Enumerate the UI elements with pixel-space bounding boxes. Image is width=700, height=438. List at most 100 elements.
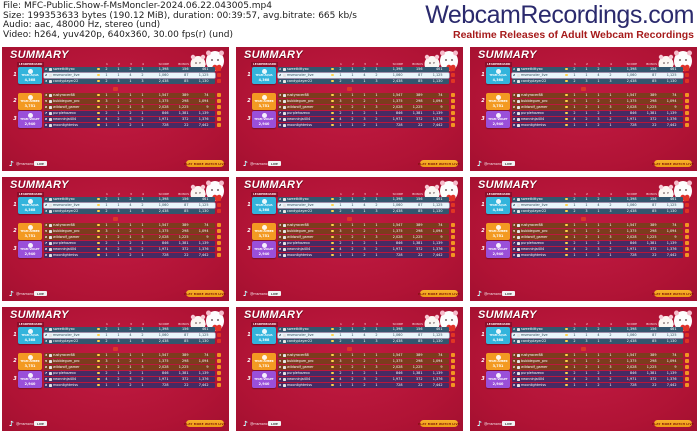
video-thumbnail[interactable]: SUMMARY LEADERBOARD 1 2 3 4 SCORE BONUS … [470,47,697,171]
player-name: purplehazexx [53,111,76,115]
col-header: 2 [352,192,354,196]
avatar-icon [517,383,520,387]
col-header: 1 [574,192,576,196]
player-row: 4 rustyracer88 1 1 1 1 1,547 389 74 [512,92,689,98]
badge-icon [97,117,100,121]
video-thumbnail[interactable]: SUMMARY LEADERBOARD 1 2 3 4 SCORE BONUS … [236,177,463,301]
watermark-badge: LIVE [268,421,281,426]
video-thumbnail[interactable]: SUMMARY LEADERBOARD 1 2 3 4 SCORE BONUS … [2,177,229,301]
video-thumbnail[interactable]: SUMMARY LEADERBOARD 1 2 3 4 SCORE BONUS … [236,47,463,171]
team-emblem-icon [27,94,33,100]
team-rank: 3 [481,376,485,382]
badge-icon [565,197,568,201]
team-emblem-icon [261,242,267,248]
player-row: 5 bubblegum_pro 3 1 2 1 1,375 298 1,094 [278,228,455,234]
player-row-highlighted: 2 msmoncler_live 1 1 4 2 1,060 87 1,125 [512,202,689,208]
team-rank: 3 [247,116,251,122]
team-name: TEAM AQUA [489,334,507,337]
leaderboard-label: LEADERBOARD [251,321,279,327]
player-row-highlighted: 2 msmoncler_live 1 1 4 2 1,060 87 1,125 [278,202,455,208]
team-score: 2,940 [24,251,36,256]
player-row: 1 sweetkittyxo 2 1 2 1 1,398 156 461 [44,196,221,202]
player-name: moonlightmiss [287,383,312,387]
badge-icon [97,223,100,227]
player-name: wildwolf_gamer [521,365,548,369]
player-row: 5 bubblegum_pro 3 1 2 1 1,375 298 1,094 [278,358,455,364]
badge-icon [97,229,100,233]
badge-icon [565,353,568,357]
player-row: 7 purplehazexx 2 1 2 1 846 1,381 1,139 [512,240,689,246]
avatar-icon [283,359,286,363]
row-flag-icon [450,203,455,207]
row-flag-icon [450,359,455,363]
avatar-icon [283,241,286,245]
row-flag-icon [216,229,221,233]
team-emblem-icon [27,68,33,74]
badge-icon [97,67,100,71]
player-name: rustyracer88 [287,93,309,97]
video-thumbnail[interactable]: SUMMARY LEADERBOARD 1 2 3 4 SCORE BONUS … [2,307,229,431]
player-row-highlighted: 2 msmoncler_live 1 1 4 2 1,060 87 1,125 [44,202,221,208]
player-name: purplehazexx [53,371,76,375]
divider-sticker-icon [581,346,586,351]
team-tab: TEAM AQUA 4,368 [486,66,510,84]
watermark-handle: @msmoncler [16,162,39,166]
avatar-icon [517,203,520,207]
watermark-handle: @msmoncler [484,162,507,166]
avatar-icon [49,339,52,343]
player-row: 6 wildwolf_gamer 1 2 1 3 2,028 1,225 9 [44,234,221,240]
avatar-icon [517,365,520,369]
row-flag-icon [216,241,221,245]
team-name: TEAM AQUA [255,334,273,337]
team-score: 2,940 [492,381,504,386]
player-row: 5 bubblegum_pro 3 1 2 1 1,375 298 1,094 [44,358,221,364]
badge-icon [97,247,100,251]
cta-button: PLAY MORE WATCH LIVE [652,290,695,297]
team-tab: TEAM VIOLET 2,940 [252,110,276,128]
summary-title: SUMMARY [244,309,303,321]
player-name: rustyracer88 [521,93,543,97]
badge-icon [331,253,334,257]
badge-icon [97,377,100,381]
avatar-icon [49,377,52,381]
avatar-icon [49,117,52,121]
avatar-icon [517,105,520,109]
video-thumbnail[interactable]: SUMMARY LEADERBOARD 1 2 3 4 SCORE BONUS … [470,307,697,431]
team-tab: TEAM AQUA 4,368 [486,196,510,214]
col-header: 2 [586,62,588,66]
team-score: 2,940 [24,381,36,386]
avatar-icon [517,371,520,375]
col-header-total: TOTAL [433,192,443,196]
row-flag-icon [450,111,455,115]
leaderboard-label: LEADERBOARD [251,191,279,197]
avatar-icon [517,197,520,201]
col-header-score: SCORE [392,322,403,326]
player-name: wildwolf_gamer [53,235,80,239]
col-header-bonus: BONUS [412,62,423,66]
divider-sticker-icon [347,86,352,91]
player-row: 7 purplehazexx 2 1 2 1 846 1,381 1,139 [512,110,689,116]
avatar-icon [517,117,520,121]
team-emblem-icon [261,328,267,334]
player-row: 7 purplehazexx 2 1 2 1 846 1,381 1,139 [278,370,455,376]
team-tab: TEAM VIOLET 2,940 [486,110,510,128]
video-thumbnail[interactable]: SUMMARY LEADERBOARD 1 2 3 4 SCORE BONUS … [236,307,463,431]
video-thumbnail[interactable]: SUMMARY LEADERBOARD 1 2 3 4 SCORE BONUS … [2,47,229,171]
row-flag-icon [216,105,221,109]
player-row: 9 moonlightmiss 1 1 2 1 728 22 7,442 [44,252,221,258]
team-name: TEAM AMBER [20,230,40,233]
table-header: 1 2 3 4 SCORE BONUS TOTAL [512,192,689,196]
player-name: wildwolf_gamer [287,235,314,239]
player-name: moonlightmiss [53,253,78,257]
col-header-total: TOTAL [199,192,209,196]
player-name: neonninja404 [53,247,77,251]
row-flag-icon [684,253,689,257]
team-name: TEAM AMBER [254,360,274,363]
team-rank: 2 [481,358,485,364]
avatar-icon [49,327,52,331]
summary-title: SUMMARY [10,179,69,191]
col-header-score: SCORE [392,62,403,66]
site-logo: WebcamRecordings.com [425,1,694,29]
video-thumbnail[interactable]: SUMMARY LEADERBOARD 1 2 3 4 SCORE BONUS … [470,177,697,301]
team-emblem-icon [495,372,501,378]
